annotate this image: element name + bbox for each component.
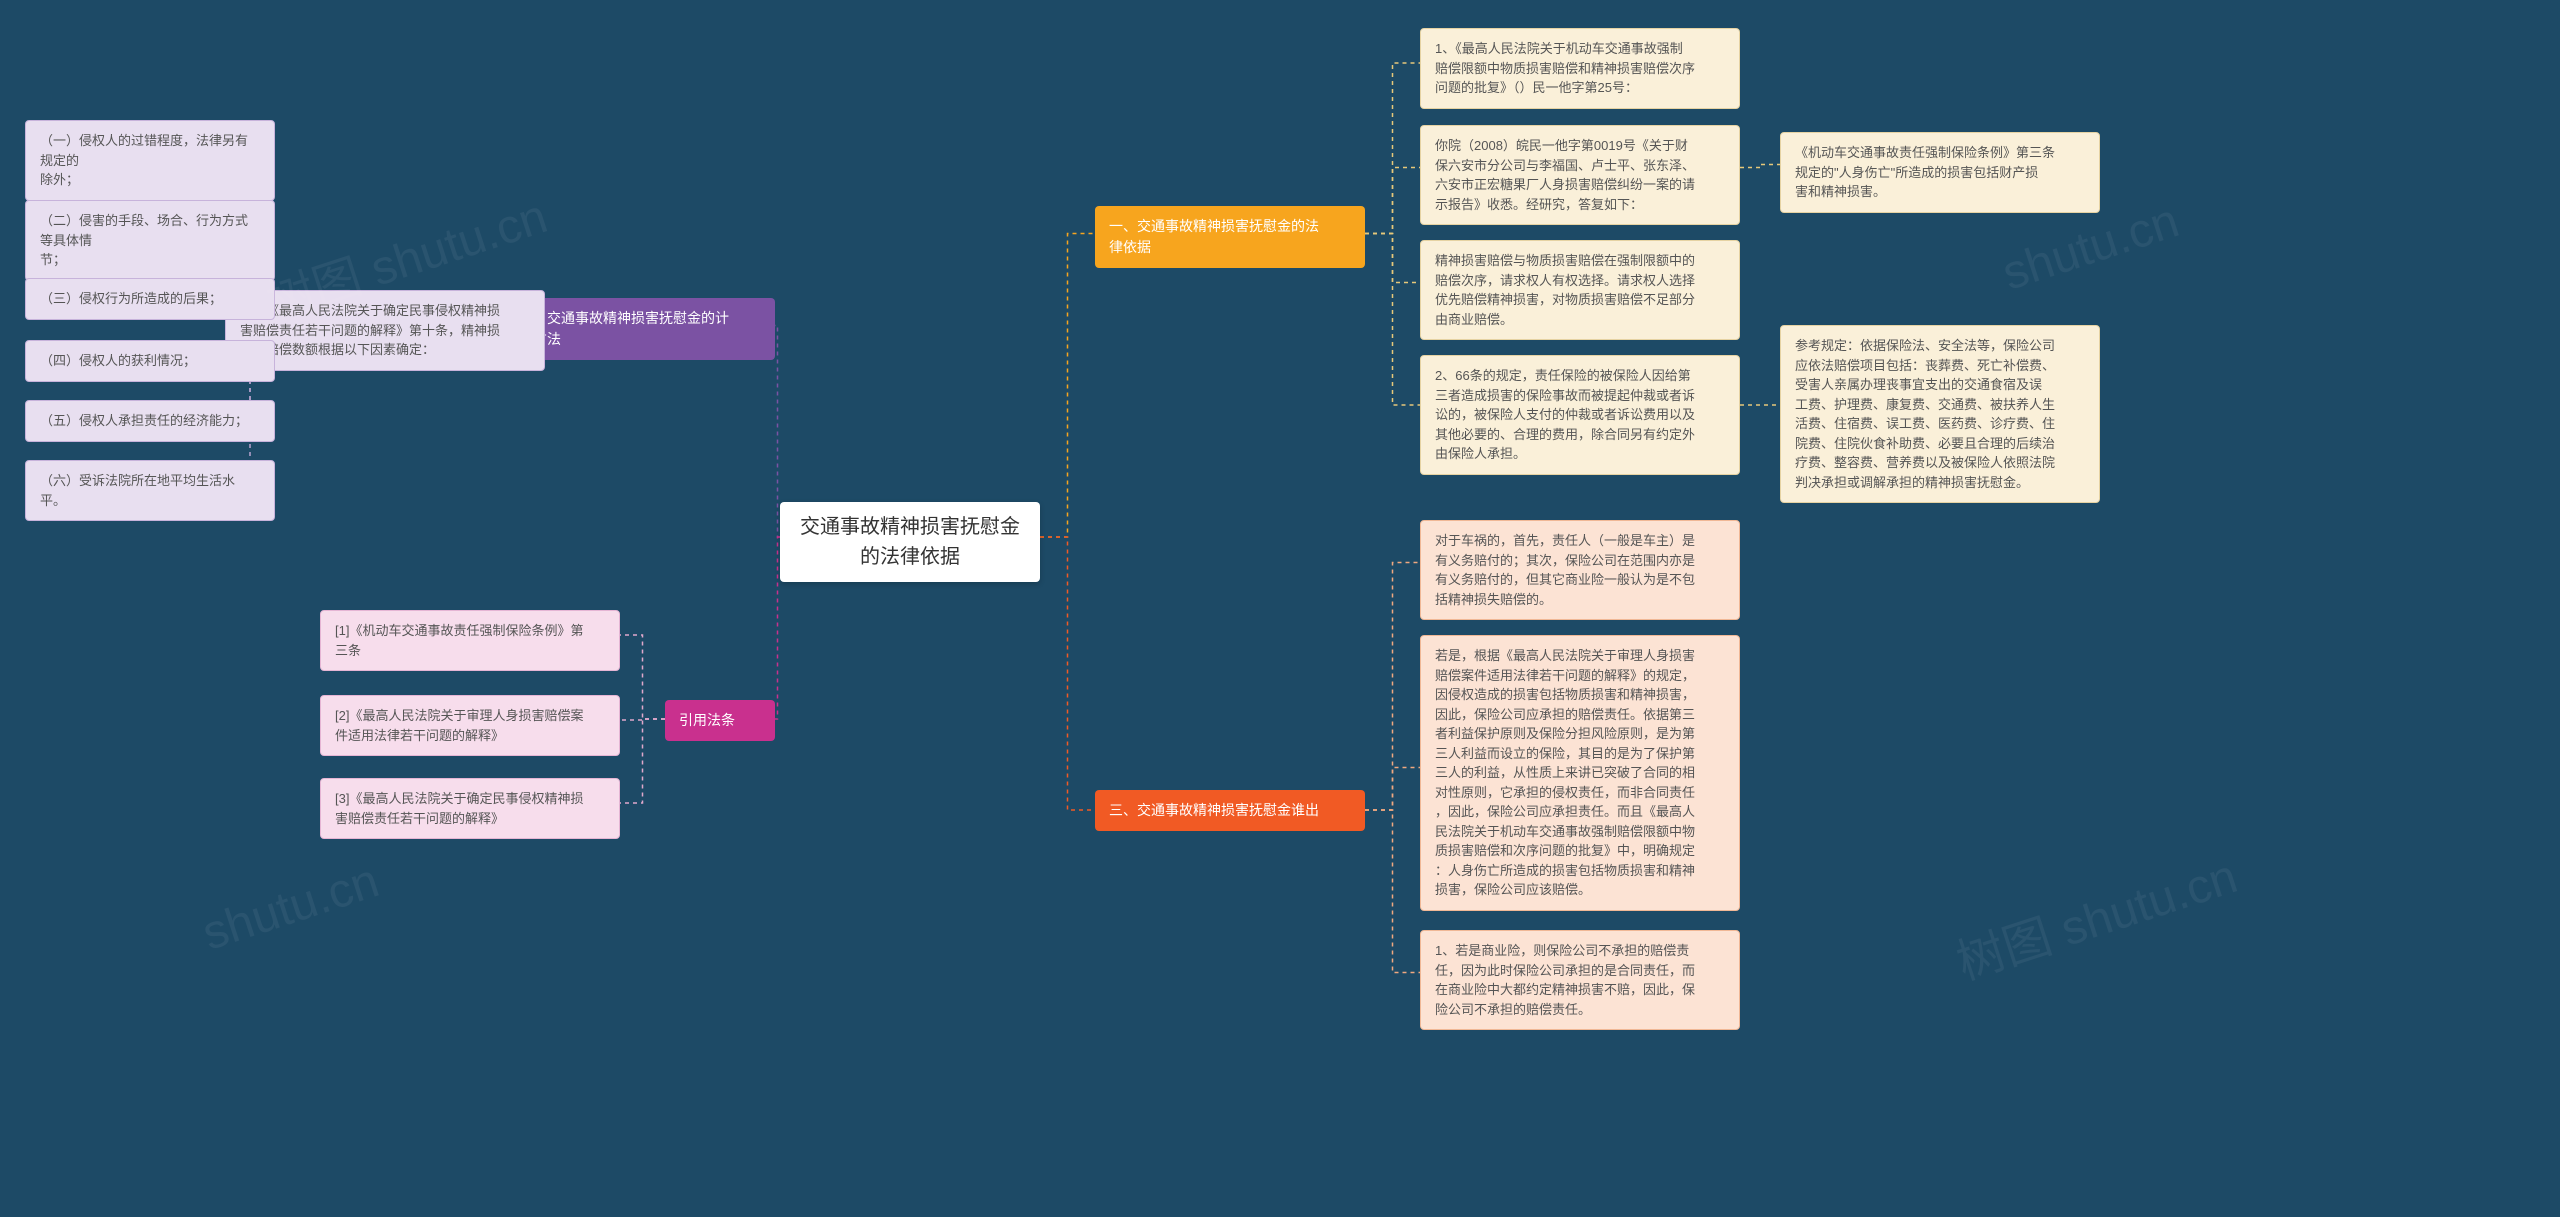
node-b4c1: [1]《机动车交通事故责任强制保险条例》第 三条 — [320, 610, 620, 671]
node-b4: 引用法条 — [665, 700, 775, 741]
node-b2c1a: （一）侵权人的过错程度，法律另有规定的 除外； — [25, 120, 275, 201]
node-b2c1b: （二）侵害的手段、场合、行为方式等具体情 节； — [25, 200, 275, 281]
node-b2c1f: （六）受诉法院所在地平均生活水平。 — [25, 460, 275, 521]
node-b3c2: 若是，根据《最高人民法院关于审理人身损害 赔偿案件适用法律若干问题的解释》的规定… — [1420, 635, 1740, 911]
node-b1c4: 2、66条的规定，责任保险的被保险人因给第 三者造成损害的保险事故而被提起仲裁或… — [1420, 355, 1740, 475]
node-b3: 三、交通事故精神损害抚慰金谁出 — [1095, 790, 1365, 831]
node-b2c1d: （四）侵权人的获利情况； — [25, 340, 275, 382]
node-b1c2a: 《机动车交通事故责任强制保险条例》第三条 规定的"人身伤亡"所造成的损害包括财产… — [1780, 132, 2100, 213]
node-b4c2: [2]《最高人民法院关于审理人身损害赔偿案 件适用法律若干问题的解释》 — [320, 695, 620, 756]
node-b1c1: 1、《最高人民法院关于机动车交通事故强制 赔偿限额中物质损害赔偿和精神损害赔偿次… — [1420, 28, 1740, 109]
node-b1c2: 你院（2008）皖民一他字第0019号《关于财 保六安市分公司与李福国、卢士平、… — [1420, 125, 1740, 225]
node-root: 交通事故精神损害抚慰金 的法律依据 — [780, 502, 1040, 582]
watermark-3: 树图 shutu.cn — [1946, 837, 2244, 993]
connector-layer — [0, 0, 2560, 1217]
node-b1: 一、交通事故精神损害抚慰金的法 律依据 — [1095, 206, 1365, 268]
node-b2: 二、交通事故精神损害抚慰金的计 算方法 — [505, 298, 775, 360]
node-b2c1e: （五）侵权人承担责任的经济能力； — [25, 400, 275, 442]
watermark-1: shutu.cn — [196, 853, 386, 961]
node-b1c4a: 参考规定：依据保险法、安全法等，保险公司 应依法赔偿项目包括：丧葬费、死亡补偿费… — [1780, 325, 2100, 503]
node-b4c3: [3]《最高人民法院关于确定民事侵权精神损 害赔偿责任若干问题的解释》 — [320, 778, 620, 839]
node-b3c1: 对于车祸的，首先，责任人（一般是车主）是 有义务赔付的；其次，保险公司在范围内亦… — [1420, 520, 1740, 620]
node-b3c3: 1、若是商业险，则保险公司不承担的赔偿责 任，因为此时保险公司承担的是合同责任，… — [1420, 930, 1740, 1030]
node-b1c3: 精神损害赔偿与物质损害赔偿在强制限额中的 赔偿次序，请求权人有权选择。请求权人选… — [1420, 240, 1740, 340]
node-b2c1c: （三）侵权行为所造成的后果； — [25, 278, 275, 320]
